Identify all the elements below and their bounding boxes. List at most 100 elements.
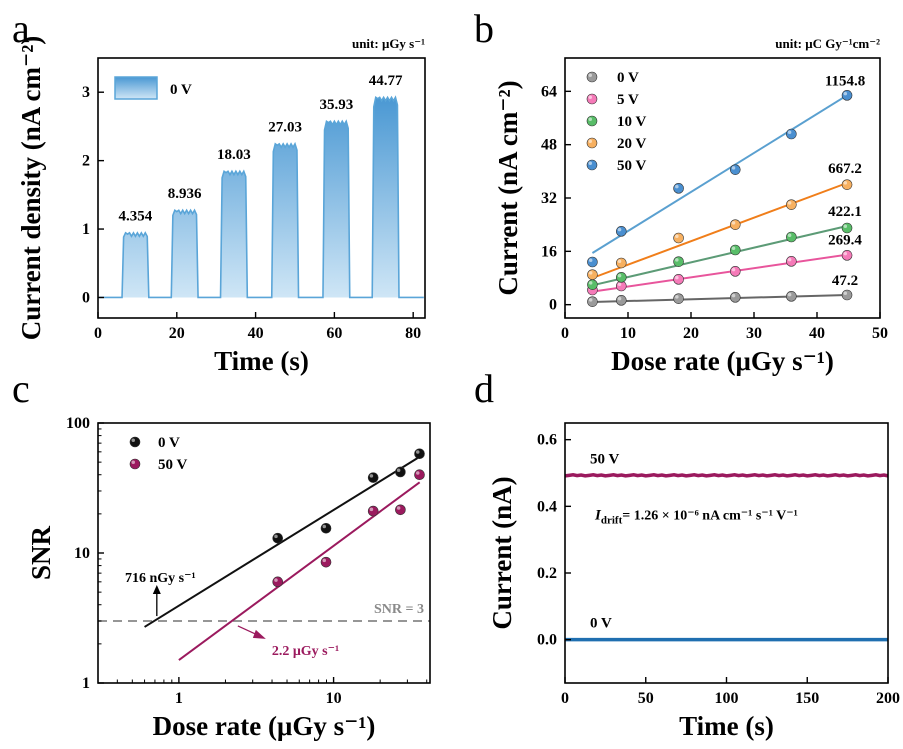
- panel-d-x-tick-label: 100: [715, 690, 739, 707]
- panel-b-x-axis-title: Dose rate (μGy s⁻¹): [611, 346, 834, 376]
- panel-c-threshold-label: SNR = 3: [374, 602, 424, 617]
- panel-b-point-highlight: [588, 258, 593, 262]
- panel-b-point-highlight: [731, 246, 736, 250]
- panel-d-drift-label: Idrift= 1.26 × 10⁻⁶ nA cm⁻¹ s⁻¹ V⁻¹: [594, 508, 798, 527]
- panel-a-series-line: [99, 95, 424, 299]
- panel-c-point-highlight: [396, 468, 401, 472]
- panel-a-x-tick-label: 40: [248, 325, 264, 342]
- panel-c-point-highlight: [322, 558, 327, 563]
- panel-a-x-tick-label: 20: [169, 325, 185, 342]
- panel-c-legend-marker-highlight: [131, 438, 135, 442]
- panel-b-point-highlight: [843, 224, 848, 228]
- panel-c-point: [367, 505, 379, 517]
- panel-b-point: [786, 128, 797, 140]
- panel-c-x-tick-label: 10: [326, 690, 342, 707]
- panel-b-legend-marker-highlight: [588, 73, 592, 77]
- panel-b-point-highlight: [787, 257, 792, 262]
- panel-b-sensitivity-label-2: 422.1: [828, 204, 862, 220]
- panel-d-series-line-0: [564, 473, 889, 478]
- panel-c-point-highlight: [416, 471, 420, 475]
- panel-a-unit-note: unit: μGy s⁻¹: [352, 36, 425, 51]
- panel-c-point-highlight: [274, 578, 278, 582]
- panel-d-y-tick-label: 0.2: [537, 565, 557, 582]
- panel-c-point: [395, 504, 406, 516]
- panel-b-y-tick-label: 0: [549, 297, 557, 314]
- panel-c-point: [272, 576, 284, 588]
- panel-b-point-highlight: [675, 275, 679, 280]
- panel-c-point: [367, 472, 379, 483]
- panel-b-legend-label: 10 V: [617, 114, 646, 130]
- panel-b-point-highlight: [843, 251, 848, 256]
- panel-b-point: [673, 183, 684, 194]
- panel-c-arrowhead-2: [252, 629, 266, 639]
- panel-d: 50 V 0 V Idrift= 1.26 × 10⁻⁶ nA cm⁻¹ s⁻¹ V…: [487, 422, 900, 741]
- panel-c-legend-label: 0 V: [158, 435, 180, 451]
- panel-c-point-highlight: [416, 450, 420, 454]
- panel-b-legend-label: 50 V: [617, 158, 646, 174]
- panel-c-y-tick-label: 1: [82, 675, 90, 692]
- panel-d-x-axis-title: Time (s): [679, 711, 774, 741]
- panel-b-legend-marker-highlight: [588, 139, 592, 143]
- panel-b-unit-note: unit: μC Gy⁻¹cm⁻²: [775, 36, 880, 51]
- panel-b-point-highlight: [588, 271, 593, 275]
- panel-a-legend-label: 0 V: [170, 82, 192, 98]
- panel-b-point-highlight: [588, 298, 593, 302]
- panel-letter-d: d: [474, 366, 494, 411]
- panel-b-y-tick-label: 16: [541, 243, 557, 260]
- panel-b-point-highlight: [675, 295, 679, 299]
- panel-b-point: [729, 292, 741, 303]
- panel-b-point-highlight: [787, 233, 792, 237]
- panel-c-point: [414, 448, 425, 460]
- panel-c-annotation-2: 2.2 μGy s⁻¹: [272, 644, 339, 659]
- panel-c: SNR = 3 716 nGy s⁻¹ 2.2 μGy s⁻¹ 0 V 50 V 1 10 1…: [26, 415, 431, 741]
- panel-b-point: [673, 232, 684, 244]
- panel-b-point: [729, 244, 741, 256]
- panel-b-x-tick-label: 40: [809, 325, 825, 342]
- panel-b-point: [729, 266, 741, 277]
- panel-b-point: [786, 256, 797, 267]
- panel-b-legend-marker: [586, 71, 598, 83]
- panel-b-x-tick-label: 20: [683, 325, 699, 342]
- panel-a-x-axis-title: Time (s): [214, 346, 309, 376]
- panel-c-y-tick-label: 100: [66, 415, 90, 432]
- panel-b-point: [673, 256, 684, 267]
- panel-b-x-tick-label: 50: [872, 325, 888, 342]
- panel-b-point-highlight: [731, 221, 736, 225]
- panel-a-x-tick-label: 80: [405, 325, 421, 342]
- panel-b-point-highlight: [617, 296, 622, 301]
- panel-d-y-axis-title: Current (nA): [487, 476, 517, 629]
- panel-c-annotation-1: 716 nGy s⁻¹: [125, 571, 196, 586]
- panel-c-fit-line-0: [144, 455, 421, 628]
- panel-c-point: [395, 466, 406, 478]
- panel-b-point: [729, 164, 741, 175]
- panel-b-legend-marker-highlight: [588, 117, 592, 121]
- panel-b-point: [841, 222, 853, 234]
- panel-c-legend-marker-highlight: [131, 460, 135, 464]
- panel-b-point: [841, 179, 853, 190]
- panel-a-legend-swatch: [114, 76, 158, 100]
- panel-c-point: [320, 556, 332, 568]
- panel-b-point-highlight: [731, 293, 736, 298]
- panel-b-point-highlight: [675, 258, 679, 262]
- panel-a-pulse-fill: [99, 97, 424, 298]
- panel-b-plot-frame: [564, 57, 881, 319]
- panel-a-pulse-label-3: 18.03: [217, 147, 251, 163]
- panel-b: 47.2 269.4 422.1 667.2 1154.8 0 V 5 V 10 V 20 V 5…: [493, 36, 888, 376]
- panel-b-point-highlight: [731, 166, 736, 170]
- panel-a-pulse-label-5: 35.93: [319, 97, 353, 113]
- panel-b-point-highlight: [617, 259, 622, 263]
- panel-b-sensitivity-label-1: 269.4: [828, 233, 862, 249]
- panel-a-x-tick-label: 60: [326, 325, 342, 342]
- panel-c-y-tick-label: 10: [74, 545, 90, 562]
- panel-letter-b: b: [474, 6, 494, 51]
- panel-b-point-highlight: [787, 292, 792, 297]
- panel-c-point: [320, 522, 332, 534]
- panel-a-pulse-label-4: 27.03: [268, 120, 302, 136]
- panel-b-point: [729, 219, 741, 230]
- panel-b-point: [673, 293, 684, 304]
- panel-c-legend-label: 50 V: [158, 457, 187, 473]
- panel-b-fit-line-3: [592, 182, 848, 279]
- panel-b-point: [587, 256, 598, 268]
